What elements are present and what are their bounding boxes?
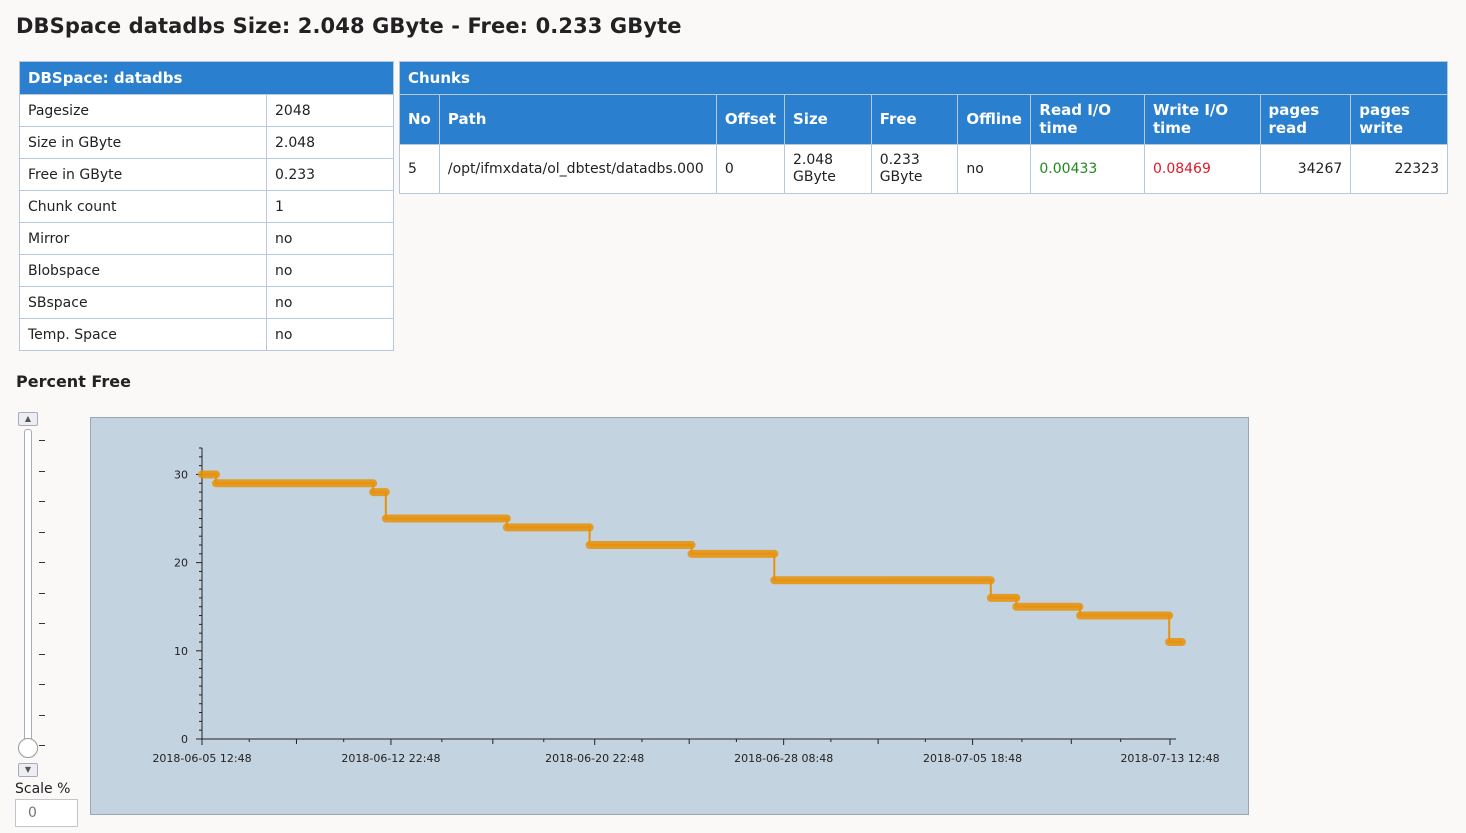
chunk-offline: no bbox=[957, 144, 1032, 194]
table-row: Free in GByte 0.233 bbox=[19, 158, 394, 191]
row-value: 1 bbox=[266, 190, 394, 223]
series-line bbox=[202, 473, 1182, 643]
triangle-down-icon: ▼ bbox=[24, 765, 32, 774]
percent-free-chart: 0 10 20 30 2018-06-05 12:48 2018-06-12 22:48 2… bbox=[90, 417, 1249, 815]
row-value: 0.233 bbox=[266, 158, 394, 191]
y-tick-label: 30 bbox=[174, 468, 188, 481]
scale-slider-track[interactable] bbox=[24, 429, 32, 751]
scale-label: Scale % bbox=[15, 781, 71, 797]
row-label: Size in GByte bbox=[19, 126, 267, 159]
x-tick-label: 2018-06-20 22:48 bbox=[545, 752, 644, 765]
row-label: Chunk count bbox=[19, 190, 267, 223]
column-header-no: No bbox=[399, 94, 440, 145]
chunk-write-io-time: 0.08469 bbox=[1143, 144, 1261, 194]
row-value: no bbox=[266, 222, 394, 255]
slider-tick bbox=[39, 653, 45, 655]
column-header-pages-read: pages read bbox=[1259, 94, 1352, 145]
row-value: 2.048 bbox=[266, 126, 394, 159]
dbspace-info-table: DBSpace: datadbs Pagesize 2048 Size in GB… bbox=[19, 61, 394, 351]
column-header-path: Path bbox=[438, 94, 717, 145]
chunks-table-header: Chunks bbox=[399, 61, 1448, 95]
table-row: Mirror no bbox=[19, 222, 394, 255]
slider-tick bbox=[39, 470, 45, 472]
slider-down-button[interactable]: ▼ bbox=[18, 763, 38, 777]
column-header-read-io-time: Read I/O time bbox=[1030, 94, 1145, 145]
chunk-offset: 0 bbox=[715, 144, 786, 194]
slider-up-button[interactable]: ▲ bbox=[18, 412, 38, 426]
y-tick-label: 20 bbox=[174, 557, 188, 570]
x-tick-label: 2018-06-28 08:48 bbox=[734, 752, 833, 765]
x-tick-label: 2018-06-05 12:48 bbox=[152, 752, 251, 765]
chunk-no: 5 bbox=[399, 144, 440, 194]
slider-tick bbox=[39, 684, 45, 685]
table-row: Pagesize 2048 bbox=[19, 94, 394, 127]
slider-tick bbox=[39, 592, 45, 594]
column-header-offline: Offline bbox=[957, 94, 1032, 145]
row-label: Blobspace bbox=[19, 254, 267, 287]
column-header-write-io-time: Write I/O time bbox=[1143, 94, 1261, 145]
column-header-offset: Offset bbox=[715, 94, 786, 145]
y-tick-label: 0 bbox=[181, 733, 188, 746]
table-row: SBspace no bbox=[19, 286, 394, 319]
page-title: DBSpace datadbs Size: 2.048 GByte - Free… bbox=[16, 14, 682, 38]
scale-input[interactable] bbox=[15, 799, 78, 827]
table-row: Blobspace no bbox=[19, 254, 394, 287]
table-row: Size in GByte 2.048 bbox=[19, 126, 394, 159]
x-tick-label: 2018-06-12 22:48 bbox=[341, 752, 440, 765]
slider-tick bbox=[39, 562, 45, 563]
chunks-table: Chunks No Path Offset Size Free Offline … bbox=[399, 61, 1448, 194]
table-row: Temp. Space no bbox=[19, 318, 394, 351]
slider-tick bbox=[39, 501, 45, 502]
column-header-free: Free bbox=[870, 94, 959, 145]
row-value: no bbox=[266, 318, 394, 351]
column-header-pages-write: pages write bbox=[1350, 94, 1448, 145]
triangle-up-icon: ▲ bbox=[24, 414, 32, 423]
row-label: Pagesize bbox=[19, 94, 267, 127]
chunk-path: /opt/ifmxdata/ol_dbtest/datadbs.000 bbox=[438, 144, 717, 194]
chunk-pages-write: 22323 bbox=[1350, 144, 1448, 194]
chart-svg: 0 10 20 30 2018-06-05 12:48 2018-06-12 22:48 2… bbox=[152, 447, 1220, 765]
dbspace-table-header: DBSpace: datadbs bbox=[19, 61, 394, 95]
row-value: no bbox=[266, 254, 394, 287]
chunk-pages-read: 34267 bbox=[1259, 144, 1352, 194]
row-label: SBspace bbox=[19, 286, 267, 319]
chunk-size: 2.048 GByte bbox=[784, 144, 872, 194]
slider-tick bbox=[39, 745, 45, 746]
x-tick-label: 2018-07-05 18:48 bbox=[923, 752, 1022, 765]
chunk-free: 0.233 GByte bbox=[870, 144, 959, 194]
slider-tick bbox=[39, 531, 45, 533]
chunks-column-headers: No Path Offset Size Free Offline Read I/… bbox=[399, 94, 1448, 145]
table-row: 5 /opt/ifmxdata/ol_dbtest/datadbs.000 0 … bbox=[399, 144, 1448, 194]
row-label: Mirror bbox=[19, 222, 267, 255]
scale-slider-thumb[interactable] bbox=[18, 738, 38, 758]
row-value: 2048 bbox=[266, 94, 394, 127]
row-label: Temp. Space bbox=[19, 318, 267, 351]
row-label: Free in GByte bbox=[19, 158, 267, 191]
column-header-size: Size bbox=[784, 94, 872, 145]
y-tick-label: 10 bbox=[174, 645, 188, 658]
slider-tick bbox=[39, 714, 45, 716]
percent-free-title: Percent Free bbox=[16, 372, 131, 391]
row-value: no bbox=[266, 286, 394, 319]
chunk-read-io-time: 0.00433 bbox=[1030, 144, 1145, 194]
slider-tick bbox=[39, 440, 45, 441]
x-tick-label: 2018-07-13 12:48 bbox=[1120, 752, 1219, 765]
slider-tick bbox=[39, 623, 45, 624]
table-row: Chunk count 1 bbox=[19, 190, 394, 223]
